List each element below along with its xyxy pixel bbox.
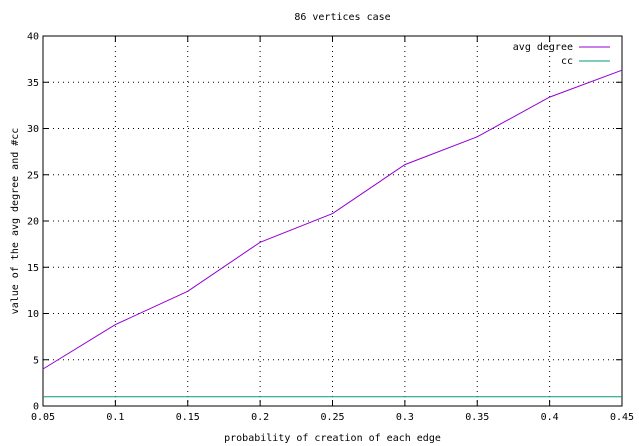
y-tick-label: 15 bbox=[27, 263, 39, 274]
tick-layer: 0.05 0.1 0.15 0.2 0.25 0.3 0.35 0.4 0.45 0 5 10 15 20… bbox=[27, 32, 634, 424]
legend-label: avg degree bbox=[513, 42, 573, 53]
chart-title: 86 vertices case bbox=[294, 12, 390, 23]
x-tick-label: 0.3 bbox=[396, 412, 414, 423]
y-tick-label: 20 bbox=[27, 217, 39, 228]
grid-layer bbox=[43, 36, 622, 406]
series-layer bbox=[42, 69, 623, 398]
x-tick-label: 0.25 bbox=[320, 412, 344, 423]
legend: avg degree cc bbox=[513, 42, 610, 67]
y-tick-label: 10 bbox=[27, 309, 39, 320]
legend-label: cc bbox=[561, 56, 573, 67]
x-axis-label: probability of creation of each edge bbox=[224, 433, 441, 444]
x-tick-label: 0.1 bbox=[106, 412, 124, 423]
x-tick-label: 0.15 bbox=[176, 412, 200, 423]
y-tick-label: 30 bbox=[27, 124, 39, 135]
y-tick-label: 35 bbox=[27, 78, 39, 89]
series-line-avg-degree bbox=[42, 69, 623, 370]
x-tick-label: 0.4 bbox=[541, 412, 559, 423]
y-tick-label: 25 bbox=[27, 170, 39, 181]
x-tick-label: 0.05 bbox=[31, 412, 55, 423]
y-tick-label: 5 bbox=[33, 355, 39, 366]
x-tick-label: 0.35 bbox=[465, 412, 489, 423]
x-tick-label: 0.2 bbox=[251, 412, 269, 423]
y-tick-label: 40 bbox=[27, 32, 39, 43]
y-tick-label: 0 bbox=[33, 402, 39, 413]
y-axis-label: value of the avg degree and #cc bbox=[10, 128, 21, 315]
x-tick-label: 0.45 bbox=[610, 412, 634, 423]
